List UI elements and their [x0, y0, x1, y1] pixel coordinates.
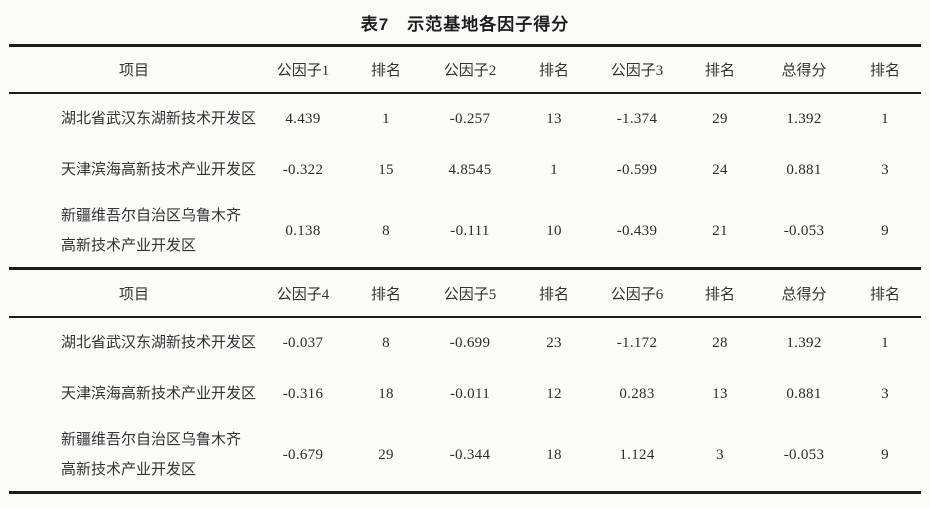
- table1-header-row: 项目 公因子1 排名 公因子2 排名 公因子3 排名 总得分 排名: [9, 46, 921, 93]
- row-label: 湖北省武汉东湖新技术开发区: [61, 110, 257, 127]
- table-cell: -0.011: [450, 386, 490, 402]
- table-cell: -0.699: [449, 335, 491, 351]
- table-cell: 10: [546, 223, 562, 239]
- table2-row-urumqi: 新疆维吾尔自治区乌鲁木齐 高新技术产业开发区 -0.679 29 -0.344 …: [9, 420, 921, 493]
- table-cell: -1.172: [616, 335, 658, 351]
- col-header-factor3: 公因子3: [610, 63, 664, 79]
- table-cell: 1.392: [786, 335, 822, 351]
- table1-row-wuhan: 湖北省武汉东湖新技术开发区 4.439 1 -0.257 13 -1.374 2…: [9, 93, 921, 145]
- table-cell: -0.037: [282, 335, 324, 351]
- table-cell: 1: [881, 335, 889, 351]
- table-cell: 3: [881, 386, 889, 402]
- table-cell: 9: [881, 447, 889, 463]
- col-header-factor6: 公因子6: [610, 286, 664, 303]
- col-header-rank: 排名: [704, 286, 735, 303]
- table-cell: 8: [382, 335, 390, 351]
- col-header-rank: 排名: [869, 63, 900, 79]
- table2-row-tianjin: 天津滨海高新技术产业开发区 -0.316 18 -0.011 12 0.283 …: [9, 369, 921, 420]
- table-cell: 1: [550, 162, 558, 178]
- factor-score-table: 项目 公因子1 排名 公因子2 排名 公因子3 排名 总得分 排名 湖北省武汉东…: [9, 44, 921, 494]
- table2-body: 湖北省武汉东湖新技术开发区 -0.037 8 -0.699 23 -1.172 …: [9, 317, 921, 493]
- table-cell: -0.679: [282, 447, 324, 463]
- table-cell: -0.053: [783, 447, 825, 463]
- table-cell: 0.881: [786, 162, 822, 178]
- col-header-item: 项目: [118, 286, 149, 303]
- table-cell: 4.439: [285, 111, 321, 127]
- row-label: 新疆维吾尔自治区乌鲁木齐 高新技术产业开发区: [61, 432, 242, 478]
- table-cell: 29: [712, 111, 728, 127]
- table-cell: -1.374: [616, 111, 658, 127]
- table2-header-row: 项目 公因子4 排名 公因子5 排名 公因子6 排名 总得分 排名: [9, 268, 921, 317]
- table-cell: 1.392: [786, 111, 822, 127]
- col-header-item: 项目: [118, 63, 149, 79]
- table-cell: 0.138: [285, 223, 321, 239]
- table2-row-wuhan: 湖北省武汉东湖新技术开发区 -0.037 8 -0.699 23 -1.172 …: [9, 317, 921, 369]
- table-cell: 12: [546, 386, 562, 402]
- table1-row-urumqi: 新疆维吾尔自治区乌鲁木齐 高新技术产业开发区 0.138 8 -0.111 10…: [9, 196, 921, 269]
- table1-body: 湖北省武汉东湖新技术开发区 4.439 1 -0.257 13 -1.374 2…: [9, 93, 921, 269]
- table-title: 表7 示范基地各因子得分: [360, 15, 570, 34]
- table-cell: -0.344: [449, 447, 491, 463]
- col-header-rank: 排名: [538, 286, 569, 303]
- table-cell: 0.283: [619, 386, 655, 402]
- row-label: 天津滨海高新技术产业开发区: [61, 385, 257, 402]
- col-header-total-score: 总得分: [781, 286, 827, 303]
- table-cell: 1.124: [619, 447, 655, 463]
- row-label: 天津滨海高新技术产业开发区: [61, 161, 257, 178]
- row-label: 湖北省武汉东湖新技术开发区: [61, 334, 257, 351]
- table-cell: 0.881: [786, 386, 822, 402]
- table-cell: -0.322: [282, 162, 324, 178]
- table1-header: 项目 公因子1 排名 公因子2 排名 公因子3 排名 总得分 排名: [9, 46, 921, 93]
- table-cell: -0.599: [616, 162, 658, 178]
- col-header-rank: 排名: [704, 63, 735, 79]
- table-cell: -0.111: [450, 223, 490, 239]
- table-cell: 21: [712, 223, 728, 239]
- table-cell: -0.316: [282, 386, 324, 402]
- table-cell: -0.053: [783, 223, 825, 239]
- row-label: 新疆维吾尔自治区乌鲁木齐 高新技术产业开发区: [61, 208, 242, 254]
- table-cell: 13: [712, 386, 728, 402]
- col-header-rank: 排名: [370, 286, 401, 303]
- col-header-factor2: 公因子2: [443, 63, 497, 79]
- table1-row-tianjin: 天津滨海高新技术产业开发区 -0.322 15 4.8545 1 -0.599 …: [9, 145, 921, 196]
- table-cell: 1: [382, 111, 390, 127]
- table-cell: 24: [712, 162, 728, 178]
- table-cell: 15: [378, 162, 394, 178]
- table-cell: 29: [378, 447, 394, 463]
- col-header-factor1: 公因子1: [276, 63, 330, 79]
- table-cell: 3: [881, 162, 889, 178]
- col-header-rank: 排名: [869, 286, 900, 303]
- table-cell: 3: [716, 447, 724, 463]
- table-cell: 8: [382, 223, 390, 239]
- col-header-factor4: 公因子4: [276, 286, 330, 303]
- col-header-rank: 排名: [370, 63, 401, 79]
- table2-header: 项目 公因子4 排名 公因子5 排名 公因子6 排名 总得分 排名: [9, 268, 921, 317]
- col-header-total-score: 总得分: [781, 63, 827, 79]
- table-cell: -0.257: [449, 111, 491, 127]
- table-cell: 9: [881, 223, 889, 239]
- table-cell: 1: [881, 111, 889, 127]
- table-cell: 28: [712, 335, 728, 351]
- table-cell: 23: [546, 335, 562, 351]
- col-header-factor5: 公因子5: [443, 286, 497, 303]
- table-cell: -0.439: [616, 223, 658, 239]
- table-cell: 18: [546, 447, 562, 463]
- col-header-rank: 排名: [538, 63, 569, 79]
- table-cell: 18: [378, 386, 394, 402]
- table-cell: 13: [546, 111, 562, 127]
- table-cell: 4.8545: [448, 162, 492, 178]
